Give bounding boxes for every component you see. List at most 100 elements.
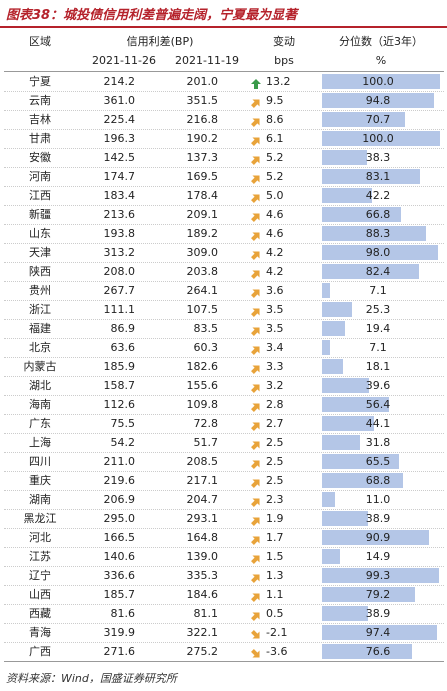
spread-cell: 275.2 [186,645,219,658]
change-cell: 2.5 [266,474,284,487]
row-rule [4,471,444,472]
region-cell: 四川 [29,455,51,468]
row-rule [4,167,444,168]
change-cell: 2.7 [266,417,284,430]
percentile-bar [322,397,389,412]
spread-cell: 158.7 [103,379,136,392]
spread-cell: 208.0 [103,265,136,278]
change-cell: 3.3 [266,360,284,373]
percentile-bar [322,625,437,640]
spread-cell: 206.9 [103,493,136,506]
spread-cell: 219.6 [103,474,136,487]
percentile-bar [322,93,434,108]
row-rule [4,205,444,206]
trend-icon [250,208,262,227]
region-cell: 黑龙江 [23,512,57,525]
region-cell: 湖南 [29,493,51,506]
region-cell: 新疆 [29,208,51,221]
spread-cell: 295.0 [103,512,136,525]
row-rule [4,319,444,320]
header-cell: 分位数（近3年） [339,35,423,48]
header-cell: 2021-11-26 [92,54,156,67]
region-cell: 福建 [29,322,51,335]
percentile-bar [322,302,352,317]
spread-cell: 111.1 [103,303,136,316]
change-cell: 1.7 [266,531,284,544]
percentile-bar [322,473,404,488]
spread-cell: 155.6 [186,379,219,392]
percentile-bar [322,321,345,336]
region-cell: 山西 [29,588,51,601]
change-cell: -2.1 [266,626,288,639]
change-cell: 2.3 [266,493,284,506]
percentile-cell: 14.9 [365,550,391,563]
percentile-bar [322,188,372,203]
percentile-bar [322,587,416,602]
trend-icon [250,94,262,113]
percentile-cell: 7.1 [369,341,387,354]
change-cell: 2.5 [266,455,284,468]
spread-cell: 351.5 [186,94,219,107]
row-rule [4,243,444,244]
change-cell: 1.3 [266,569,284,582]
change-cell: 3.6 [266,284,284,297]
change-cell: 3.5 [266,303,284,316]
percentile-cell: 82.4 [365,265,391,278]
percentile-cell: 88.3 [365,227,391,240]
trend-icon [250,531,262,550]
percentile-cell: 38.3 [365,151,391,164]
region-cell: 河北 [29,531,51,544]
percentile-bar [322,359,344,374]
header-rule [4,71,444,72]
trend-icon [250,398,262,417]
percentile-bar [322,340,331,355]
trend-icon [250,493,262,512]
percentile-cell: 7.1 [369,284,387,297]
region-cell: 广西 [29,645,51,658]
change-cell: 6.1 [266,132,284,145]
change-cell: 2.5 [266,436,284,449]
region-cell: 河南 [29,170,51,183]
region-cell: 浙江 [29,303,51,316]
change-cell: 9.5 [266,94,284,107]
percentile-bar [322,283,331,298]
region-cell: 安徽 [29,151,51,164]
row-rule [4,110,444,111]
row-rule [4,528,444,529]
header-cell: % [375,54,387,67]
region-cell: 海南 [29,398,51,411]
trend-icon [250,474,262,493]
trend-icon [250,379,262,398]
percentile-cell: 97.4 [365,626,391,639]
spread-cell: 193.8 [103,227,136,240]
spread-cell: 335.3 [186,569,219,582]
spread-cell: 264.1 [186,284,219,297]
trend-icon [250,417,262,436]
spread-cell: 107.5 [186,303,219,316]
percentile-bar [322,150,368,165]
row-rule [4,433,444,434]
spread-cell: 208.5 [186,455,219,468]
percentile-cell: 94.8 [365,94,391,107]
change-cell: 4.2 [266,265,284,278]
percentile-bar [322,416,375,431]
row-rule [4,452,444,453]
trend-icon [250,436,262,455]
percentile-cell: 83.1 [365,170,391,183]
percentile-cell: 79.2 [365,588,391,601]
row-rule [4,547,444,548]
percentile-bar [322,245,438,260]
trend-icon [250,322,262,341]
spread-cell: 216.8 [186,113,219,126]
spread-cell: 72.8 [193,417,219,430]
trend-icon [250,607,262,626]
percentile-bar [322,435,360,450]
percentile-cell: 39.6 [365,379,391,392]
spread-cell: 109.8 [186,398,219,411]
row-rule [4,338,444,339]
percentile-cell: 98.0 [365,246,391,259]
title: 图表38：城投债信用利差普遍走阔，宁夏最为显著 [6,8,298,23]
change-cell: 4.2 [266,246,284,259]
header-cell: bps [274,54,294,67]
spread-cell: 361.0 [103,94,136,107]
